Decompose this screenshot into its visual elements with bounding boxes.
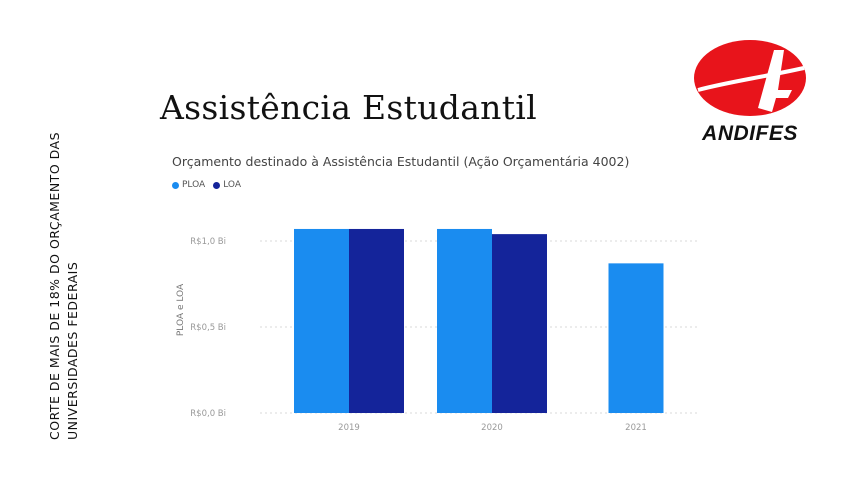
bar-loa-2020 — [492, 234, 547, 413]
andifes-logo-icon — [694, 40, 806, 116]
logo-text: ANDIFES — [702, 122, 798, 145]
bar-ploa-2021 — [608, 263, 664, 413]
bar-ploa-2020 — [437, 228, 492, 413]
legend-label-ploa: PLOA — [182, 180, 206, 190]
legend-dot-ploa — [172, 181, 179, 189]
legend-item-ploa: PLOA — [172, 180, 205, 190]
y-tick-label: R$1,0 Bi — [190, 237, 226, 247]
x-tick-label: 2020 — [481, 423, 503, 433]
x-tick-label: 2019 — [338, 423, 360, 433]
legend-dot-loa — [213, 181, 221, 189]
x-tick-label: 2021 — [625, 423, 647, 433]
y-axis-label: PLOA e LOA — [176, 283, 186, 336]
page-title: Assistência Estudantil — [160, 88, 537, 127]
legend-item-loa: LOA — [213, 180, 241, 190]
chart-legend: PLOA LOA — [172, 180, 249, 190]
logo-letter-a — [758, 50, 792, 112]
chart-title: Orçamento destinado à Assistência Estuda… — [172, 154, 630, 169]
andifes-logo: ANDIFES — [688, 38, 812, 148]
legend-label-loa: LOA — [223, 180, 241, 190]
bar-ploa-2019 — [294, 228, 349, 413]
bar-loa-2019 — [349, 228, 404, 413]
y-tick-label: R$0,0 Bi — [190, 409, 226, 419]
logo-swoosh-line — [697, 66, 805, 92]
y-tick-label: R$0,5 Bi — [190, 323, 226, 333]
